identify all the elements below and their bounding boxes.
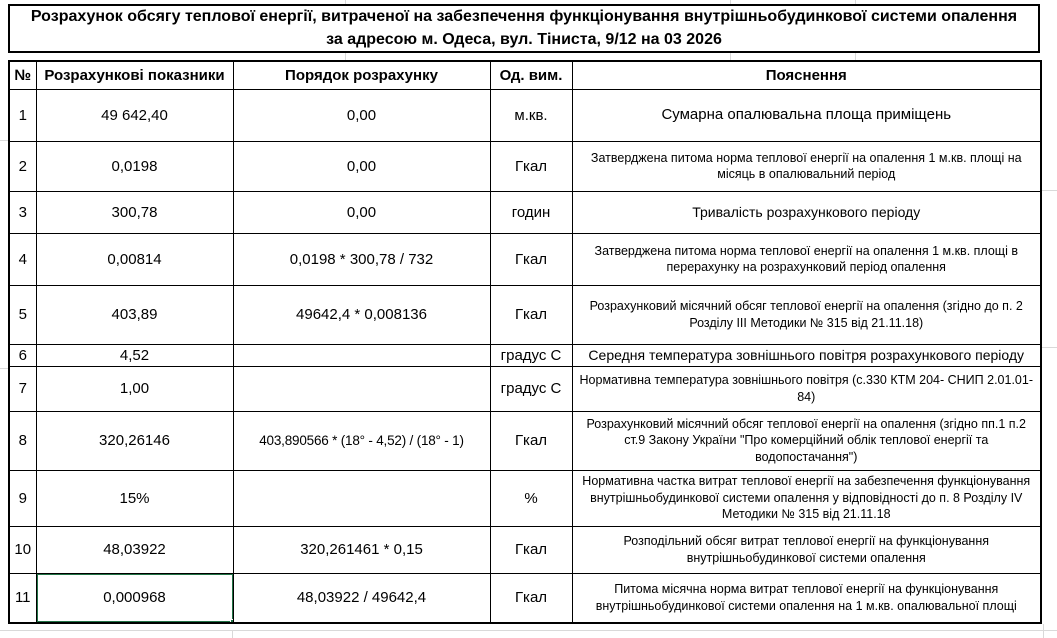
gridline — [0, 368, 8, 369]
column-header-calc[interactable]: Порядок розрахунку — [232, 60, 491, 90]
table-row: 4 0,00814 0,0198 * 300,78 / 732 Гкал Зат… — [8, 232, 1042, 286]
row-number-cell[interactable]: 8 — [8, 410, 37, 471]
unit-cell[interactable]: Гкал — [489, 572, 573, 624]
unit-cell[interactable]: градус С — [489, 343, 573, 367]
unit-cell[interactable]: Гкал — [489, 140, 573, 192]
gridline — [0, 140, 8, 141]
table-row: 8 320,26146 403,890566 * (18° - 4,52) / … — [8, 410, 1042, 471]
gridline — [1043, 624, 1044, 638]
unit-cell[interactable]: годин — [489, 190, 573, 234]
indicator-cell[interactable]: 0,0198 — [35, 140, 234, 192]
table-row: 11 0,000968 48,03922 / 49642,4 Гкал Пито… — [8, 572, 1042, 624]
note-cell[interactable]: Середня температура зовнішнього повітря … — [571, 343, 1042, 367]
gridline — [1040, 190, 1057, 191]
indicator-cell[interactable]: 15% — [35, 469, 234, 527]
indicator-cell[interactable]: 403,89 — [35, 284, 234, 345]
gridline — [855, 0, 856, 4]
table-row: 1 49 642,40 0,00 м.кв. Сумарна опалюваль… — [8, 88, 1042, 142]
fill-handle[interactable] — [229, 619, 232, 622]
note-cell[interactable]: Питома місячна норма витрат теплової ене… — [571, 572, 1042, 624]
indicator-cell[interactable]: 0,00814 — [35, 232, 234, 286]
unit-cell[interactable]: Гкал — [489, 232, 573, 286]
indicator-cell[interactable]: 48,03922 — [35, 525, 234, 574]
calc-cell[interactable]: 0,0198 * 300,78 / 732 — [232, 232, 491, 286]
calc-cell[interactable] — [232, 343, 491, 367]
indicator-cell[interactable]: 49 642,40 — [35, 88, 234, 142]
table-row: 3 300,78 0,00 годин Тривалість розрахунк… — [8, 190, 1042, 234]
note-cell[interactable]: Розподільний обсяг витрат теплової енерг… — [571, 525, 1042, 574]
gridline — [855, 53, 856, 60]
indicator-cell[interactable]: 4,52 — [35, 343, 234, 367]
row-number-cell[interactable]: 10 — [8, 525, 37, 574]
gridline — [730, 0, 731, 4]
gridline — [345, 0, 346, 4]
selected-indicator-cell[interactable]: 0,000968 — [35, 572, 234, 624]
note-cell[interactable]: Затверджена питома норма теплової енергі… — [571, 232, 1042, 286]
calc-cell[interactable]: 48,03922 / 49642,4 — [232, 572, 491, 624]
note-cell[interactable]: Затверджена питома норма теплової енергі… — [571, 140, 1042, 192]
table-row: 6 4,52 градус С Середня температура зовн… — [8, 343, 1042, 367]
calc-cell[interactable]: 320,261461 * 0,15 — [232, 525, 491, 574]
row-number-cell[interactable]: 7 — [8, 365, 37, 412]
table-row: 10 48,03922 320,261461 * 0,15 Гкал Розпо… — [8, 525, 1042, 574]
column-header-indicator[interactable]: Розрахункові показники — [35, 60, 234, 90]
note-cell[interactable]: Розрахунковий місячний обсяг теплової ен… — [571, 284, 1042, 345]
row-number-cell[interactable]: 4 — [8, 232, 37, 286]
row-number-cell[interactable]: 11 — [8, 572, 37, 624]
indicator-cell[interactable]: 1,00 — [35, 365, 234, 412]
column-header-num[interactable]: № — [8, 60, 37, 90]
note-cell[interactable]: Розрахунковий місячний обсяг теплової ен… — [571, 410, 1042, 471]
table-row: 7 1,00 градус С Нормативна температура з… — [8, 365, 1042, 412]
selected-cell-value: 0,000968 — [103, 589, 166, 607]
unit-cell[interactable]: м.кв. — [489, 88, 573, 142]
calc-cell[interactable]: 0,00 — [232, 140, 491, 192]
unit-cell[interactable]: % — [489, 469, 573, 527]
calc-cell[interactable]: 0,00 — [232, 88, 491, 142]
gridline — [0, 630, 1057, 631]
indicator-cell[interactable]: 300,78 — [35, 190, 234, 234]
calculation-table: № Розрахункові показники Порядок розраху… — [8, 60, 1042, 624]
calc-cell[interactable] — [232, 365, 491, 412]
gridline — [1040, 347, 1057, 348]
gridline — [730, 53, 731, 60]
gridline — [232, 630, 233, 638]
row-number-cell[interactable]: 3 — [8, 190, 37, 234]
column-header-unit[interactable]: Од. вим. — [489, 60, 573, 90]
row-number-cell[interactable]: 5 — [8, 284, 37, 345]
table-row: 9 15% % Нормативна частка витрат теплово… — [8, 469, 1042, 527]
unit-cell[interactable]: градус С — [489, 365, 573, 412]
page-title: Розрахунок обсягу теплової енергії, витр… — [8, 4, 1040, 53]
indicator-cell[interactable]: 320,26146 — [35, 410, 234, 471]
table-row: 2 0,0198 0,00 Гкал Затверджена питома но… — [8, 140, 1042, 192]
note-cell[interactable]: Нормативна частка витрат теплової енергі… — [571, 469, 1042, 527]
unit-cell[interactable]: Гкал — [489, 410, 573, 471]
table-row: 5 403,89 49642,4 * 0,008136 Гкал Розраху… — [8, 284, 1042, 345]
row-number-cell[interactable]: 6 — [8, 343, 37, 367]
unit-cell[interactable]: Гкал — [489, 284, 573, 345]
note-cell[interactable]: Нормативна температура зовнішнього повіт… — [571, 365, 1042, 412]
gridline — [345, 53, 346, 60]
row-number-cell[interactable]: 2 — [8, 140, 37, 192]
note-cell[interactable]: Тривалість розрахункового періоду — [571, 190, 1042, 234]
row-number-cell[interactable]: 1 — [8, 88, 37, 142]
calc-cell[interactable]: 49642,4 * 0,008136 — [232, 284, 491, 345]
note-cell[interactable]: Сумарна опалювальна площа приміщень — [571, 88, 1042, 142]
calc-cell[interactable]: 403,890566 * (18° - 4,52) / (18° - 1) — [232, 410, 491, 471]
column-header-note[interactable]: Пояснення — [571, 60, 1042, 90]
row-number-cell[interactable]: 9 — [8, 469, 37, 527]
calc-cell[interactable] — [232, 469, 491, 527]
unit-cell[interactable]: Гкал — [489, 525, 573, 574]
header-row: № Розрахункові показники Порядок розраху… — [8, 60, 1042, 90]
calc-cell[interactable]: 0,00 — [232, 190, 491, 234]
